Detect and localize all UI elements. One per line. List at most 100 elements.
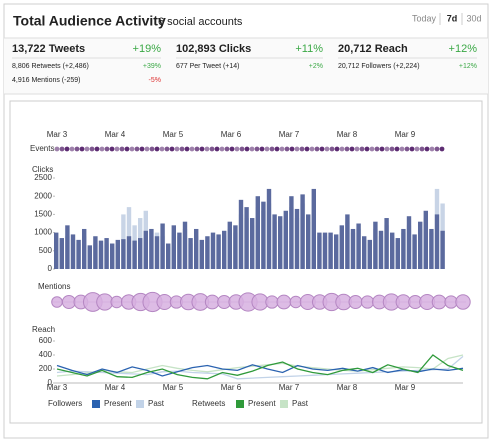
bar (121, 239, 126, 269)
bar (334, 234, 339, 269)
bar (300, 194, 305, 269)
stat-change: +19% (133, 43, 162, 55)
bar (110, 243, 115, 269)
event-dot (209, 146, 215, 152)
range-tab[interactable]: 30d (466, 13, 481, 23)
bar (216, 234, 221, 269)
line (56, 354, 464, 380)
event-dot (429, 146, 435, 152)
event-dot (334, 146, 340, 152)
event-dot (134, 146, 140, 152)
legend-group: Retweets (192, 399, 225, 408)
line (56, 354, 464, 377)
bar (227, 221, 232, 269)
range-tab[interactable]: 7d (447, 13, 458, 23)
event-dot (434, 146, 440, 152)
event-dot (369, 146, 375, 152)
event-dot (84, 146, 90, 152)
bar (272, 214, 277, 269)
bar (261, 201, 266, 269)
event-dot (89, 146, 95, 152)
bubble (360, 295, 375, 309)
bar (194, 228, 199, 269)
bubble (96, 293, 114, 311)
bar (356, 223, 361, 269)
bar (440, 230, 445, 269)
bar (434, 214, 440, 269)
bar (104, 238, 109, 269)
bar (138, 238, 143, 269)
bar (378, 230, 384, 269)
stat-label: 13,722 Tweets (12, 43, 85, 55)
bar (317, 232, 322, 269)
y-tick-label: 0 (48, 264, 53, 273)
y-tick-label: 2500 (34, 173, 52, 182)
event-dot (224, 146, 230, 152)
bar (255, 196, 260, 269)
bar (390, 232, 395, 269)
stat-detail-change: -5% (149, 77, 161, 84)
event-dot (359, 146, 365, 152)
x-tick-label: Mar 8 (337, 130, 358, 139)
bubble (204, 294, 220, 310)
event-dot (119, 146, 125, 152)
bar (132, 240, 137, 269)
event-dot (179, 146, 185, 152)
event-dot (64, 146, 70, 152)
stat-detail-change: +12% (459, 63, 477, 70)
event-dot (409, 146, 415, 152)
event-dot (74, 146, 80, 152)
event-dot (344, 146, 350, 152)
legend-group: Followers (48, 399, 82, 408)
bar (266, 188, 272, 269)
event-dot (199, 146, 205, 152)
bar (395, 238, 400, 269)
y-tick-label: 1000 (34, 228, 52, 237)
bar (177, 232, 182, 269)
bar (373, 221, 378, 269)
bubble (276, 294, 292, 310)
y-tick-label: 400 (39, 350, 53, 359)
bar (222, 230, 227, 269)
x-tick-label: Mar 4 (105, 130, 126, 139)
bar (401, 228, 406, 269)
bar (166, 243, 171, 269)
event-dot (104, 146, 110, 152)
event-dot (364, 146, 370, 152)
bubble (348, 294, 363, 310)
event-dot (79, 146, 85, 152)
bar (345, 214, 350, 269)
event-dot (204, 146, 210, 152)
event-dot (159, 146, 165, 152)
x-tick-label: Mar 7 (279, 383, 300, 392)
stats-band (4, 38, 488, 94)
bar (98, 240, 104, 269)
legend-label: Past (292, 399, 309, 408)
bar (154, 236, 160, 269)
bar (115, 239, 120, 269)
x-tick-label: Mar 8 (337, 383, 358, 392)
bar (384, 218, 389, 269)
bar (283, 210, 288, 269)
event-dot (339, 146, 345, 152)
stat-label: 20,712 Reach (338, 43, 408, 55)
bar (143, 230, 148, 269)
range-tab[interactable]: Today (412, 13, 437, 23)
legend-label: Past (148, 399, 165, 408)
x-tick-label: Mar 3 (47, 130, 68, 139)
y-tick-label: 2000 (34, 191, 52, 200)
legend-swatch (92, 400, 100, 408)
event-dot (239, 146, 245, 152)
bar (306, 214, 311, 269)
line (56, 364, 464, 377)
event-dot (394, 146, 400, 152)
bar (294, 208, 300, 269)
y-tick-label: 200 (39, 364, 53, 373)
event-dot (314, 146, 320, 152)
x-tick-label: Mar 7 (279, 130, 300, 139)
event-dot (319, 146, 325, 152)
bar (250, 218, 255, 269)
event-dot (264, 146, 270, 152)
event-dot (174, 146, 180, 152)
